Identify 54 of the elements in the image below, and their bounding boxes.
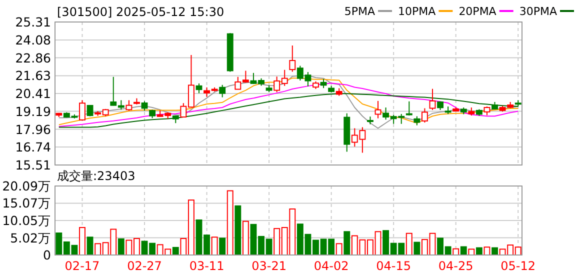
candlestick xyxy=(79,100,86,122)
bar xyxy=(86,236,94,256)
y-tick-label: 15.07万 xyxy=(2,196,51,211)
bar xyxy=(172,246,179,256)
legend-label: 30PMA xyxy=(519,5,558,18)
bar xyxy=(468,248,475,256)
bar xyxy=(234,205,242,256)
y-tick-label: 25.31 xyxy=(15,14,51,30)
y-tick-label: 20.09万 xyxy=(2,178,51,194)
y-tick-label: 19.19 xyxy=(15,104,52,119)
bar xyxy=(336,243,342,256)
x-tick-label: 04-15 xyxy=(376,259,412,273)
candlestick xyxy=(219,84,226,98)
candlestick xyxy=(414,116,420,126)
candlestick xyxy=(320,78,327,89)
bar xyxy=(344,231,350,256)
bar xyxy=(226,190,234,256)
bar xyxy=(414,242,420,256)
y-tick-label: 24.08 xyxy=(15,32,52,48)
x-tick-label: 04-02 xyxy=(314,259,349,273)
x-tick-label: 03-21 xyxy=(252,259,286,273)
candlestick xyxy=(289,44,296,72)
bar xyxy=(118,238,124,256)
bar xyxy=(79,227,86,256)
legend-label: 20PMA xyxy=(458,5,497,18)
chart-title: 成交量:23403 xyxy=(57,169,136,183)
x-tick-label: 05-12 xyxy=(500,259,536,273)
y-tick-label: 20.41 xyxy=(15,86,51,101)
bar xyxy=(242,220,249,256)
y-tick-label: 16.74 xyxy=(15,140,52,155)
y-tick-label: 22.86 xyxy=(15,50,52,66)
y-tick-label: 0 xyxy=(43,248,52,262)
y-tick-label: 15.51 xyxy=(15,158,51,172)
y-tick-label: 5.02万 xyxy=(10,230,51,246)
x-tick-label: 03-11 xyxy=(189,259,224,273)
x-tick-label: 02-27 xyxy=(127,259,162,273)
candlestick xyxy=(141,100,148,112)
candlestick xyxy=(421,108,428,124)
candlestick xyxy=(406,100,412,116)
y-tick-label: 10.05万 xyxy=(2,212,51,228)
x-tick-label: 02-17 xyxy=(64,259,100,273)
x-tick-label: 04-25 xyxy=(438,259,474,273)
candlestick xyxy=(126,100,132,112)
candlestick xyxy=(429,88,436,110)
bar xyxy=(211,236,218,256)
bar xyxy=(219,238,226,256)
candlestick xyxy=(196,82,202,94)
legend-label: 5PMA xyxy=(344,5,376,18)
y-tick-label: 17.96 xyxy=(15,122,52,137)
bar xyxy=(406,232,412,256)
candlestick xyxy=(86,104,94,117)
chart-title: [301500] 2025-05-12 15:30 xyxy=(57,5,224,19)
legend-label: 10PMA xyxy=(398,5,436,18)
y-tick-label: 21.63 xyxy=(15,68,51,84)
